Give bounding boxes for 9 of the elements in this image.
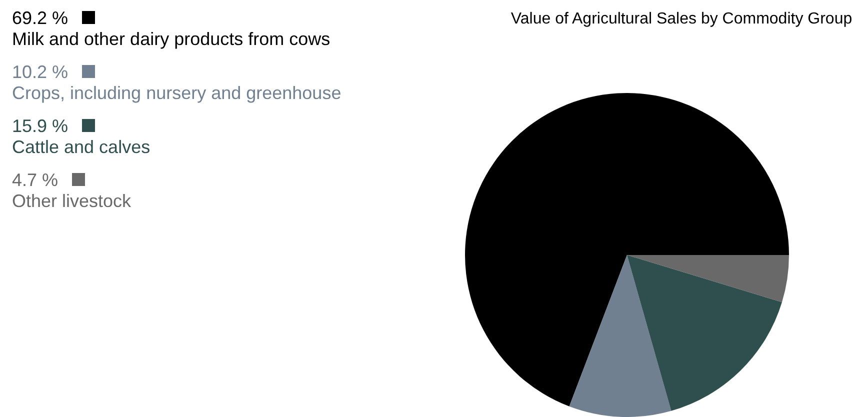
data-label: 10.2 % <box>12 62 68 82</box>
legend-label: Milk and other dairy products from cows <box>12 29 332 50</box>
legend-label: Other livestock <box>12 191 132 212</box>
chart-title: Value of Agricultural Sales by Commodity Group <box>510 10 852 28</box>
data-label: 69.2 % <box>12 8 68 28</box>
data-label: 15.9 % <box>12 116 68 136</box>
legend-label: Cattle and calves <box>12 137 152 158</box>
legend-label: Crops, including nursery and greenhouse <box>12 83 342 104</box>
data-label: 4.7 % <box>12 170 58 190</box>
